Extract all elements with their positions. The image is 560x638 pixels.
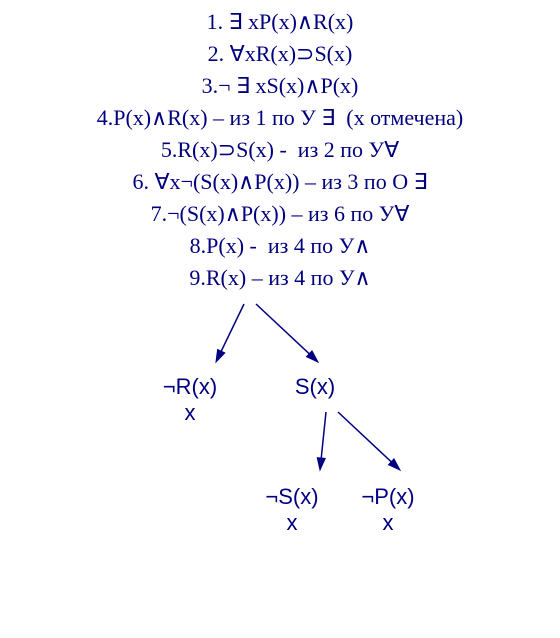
tableau-tree: ¬R(x)xS(x)¬S(x)x¬P(x)x xyxy=(0,294,560,624)
tree-edge-1 xyxy=(219,304,244,356)
tree-edge-2 xyxy=(256,304,313,357)
proof-line-9: 9.R(x) – из 4 по У∧ xyxy=(0,262,560,294)
tree-arrowhead-3 xyxy=(317,458,325,470)
proof-line-5: 5.R(x)⊃S(x) - из 2 по У∀ xyxy=(0,134,560,166)
tree-arrows-layer xyxy=(0,294,560,624)
tree-node-closed-notS: x xyxy=(252,510,332,536)
proof-line-6: 6. ∀x¬(S(x)∧P(x)) – из 3 по О ∃ xyxy=(0,166,560,198)
proof-line-2: 2. ∀xR(x)⊃S(x) xyxy=(0,38,560,70)
proof-line-7: 7.¬(S(x)∧P(x)) – из 6 по У∀ xyxy=(0,198,560,230)
proof-line-4: 4.P(x)∧R(x) – из 1 по У ∃ (х отмечена) xyxy=(0,102,560,134)
tree-node-notP: ¬P(x)x xyxy=(348,484,428,536)
tree-node-notR: ¬R(x)x xyxy=(150,374,230,426)
proof-lines-block: 1. ∃ xP(x)∧R(x) 2. ∀xR(x)⊃S(x) 3.¬ ∃ xS(… xyxy=(0,0,560,294)
tree-node-label-S: S(x) xyxy=(275,374,355,400)
proof-line-8: 8.P(x) - из 4 по У∧ xyxy=(0,230,560,262)
tree-arrowhead-1 xyxy=(216,349,225,362)
logic-proof-diagram: 1. ∃ xP(x)∧R(x) 2. ∀xR(x)⊃S(x) 3.¬ ∃ xS(… xyxy=(0,0,560,638)
tree-edge-3 xyxy=(321,412,326,463)
tree-node-closed-notR: x xyxy=(150,400,230,426)
tree-node-label-notR: ¬R(x) xyxy=(150,374,230,400)
proof-line-3: 3.¬ ∃ xS(x)∧P(x) xyxy=(0,70,560,102)
tree-node-closed-notP: x xyxy=(348,510,428,536)
proof-line-1: 1. ∃ xP(x)∧R(x) xyxy=(0,6,560,38)
tree-node-label-notS: ¬S(x) xyxy=(252,484,332,510)
tree-edge-4 xyxy=(338,412,395,465)
tree-node-S: S(x) xyxy=(275,374,355,400)
tree-node-notS: ¬S(x)x xyxy=(252,484,332,536)
tree-node-label-notP: ¬P(x) xyxy=(348,484,428,510)
